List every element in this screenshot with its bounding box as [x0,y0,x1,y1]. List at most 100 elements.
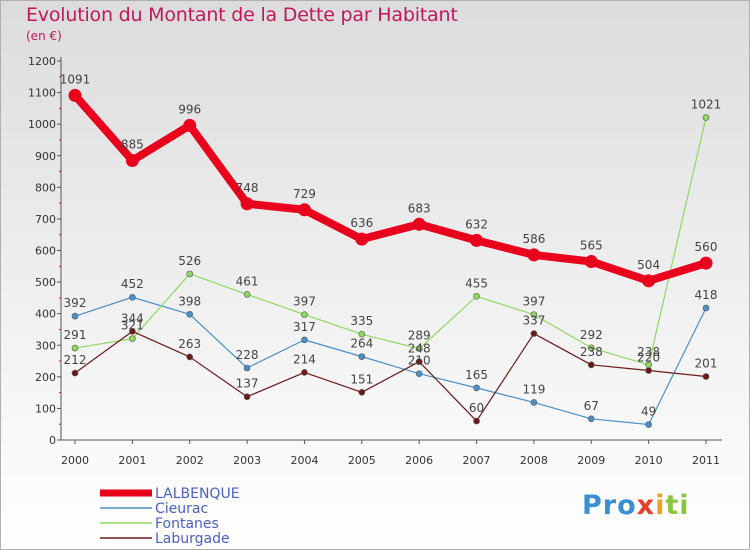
series-line-fontanes [74,116,707,366]
legend-label: Laburgade [155,531,230,547]
data-label-cieurac: 264 [350,337,373,351]
y-tick-label: 900 [35,150,56,163]
x-tick-label: 2004 [290,454,318,467]
data-point-laburgade [645,367,652,374]
data-point-cieurac [358,353,366,360]
data-label-laburgade: 151 [350,372,373,386]
data-point-laburgade [415,358,423,365]
data-point-cieurac [186,310,194,318]
data-label-lalbenque: 729 [293,187,316,201]
y-tick-label: 500 [35,276,56,289]
data-point-cieurac [301,336,308,344]
data-point-fontanes [301,311,308,318]
data-label-laburgade: 238 [580,345,603,359]
data-point-cieurac [415,370,423,377]
data-label-laburgade: 220 [637,351,660,365]
data-label-lalbenque: 565 [580,239,603,253]
data-label-fontanes: 397 [522,295,545,309]
data-point-cieurac [71,312,79,320]
x-tick-label: 2005 [348,454,376,467]
data-point-cieurac [243,364,251,372]
data-point-fontanes [186,270,194,278]
data-point-lalbenque [183,118,197,132]
data-label-fontanes: 526 [178,254,201,268]
data-point-fontanes [129,335,136,342]
data-label-fontanes: 455 [465,276,488,290]
data-label-laburgade: 201 [695,357,718,371]
x-tick-label: 2000 [61,454,89,467]
data-label-laburgade: 248 [408,342,431,356]
data-label-fontanes: 1021 [691,98,722,112]
data-point-cieurac [530,399,538,406]
data-point-laburgade [243,393,251,401]
data-label-cieurac: 228 [236,348,259,362]
data-point-laburgade [473,417,480,425]
series-line-cieurac [74,296,707,426]
data-point-fontanes [415,345,423,353]
data-point-lalbenque [355,232,369,246]
data-label-lalbenque: 683 [408,201,431,215]
data-point-lalbenque [125,153,139,167]
data-point-lalbenque [412,217,426,231]
data-label-fontanes: 292 [580,328,603,342]
y-tick-label: 600 [35,245,56,258]
x-tick-label: 2002 [176,454,204,467]
chart-unit-label: (en €) [26,29,62,43]
data-point-fontanes [473,292,480,300]
data-point-fontanes [71,344,79,352]
data-label-fontanes: 461 [236,274,259,288]
y-tick-label: 100 [35,402,56,415]
data-label-lalbenque: 632 [465,217,488,231]
x-tick-label: 2007 [463,454,491,467]
legend-label: Cieurac [155,501,208,517]
data-label-lalbenque: 560 [695,240,718,254]
legend-label: LALBENQUE [155,486,240,502]
data-label-lalbenque: 504 [637,258,660,272]
series-line-lalbenque [71,91,710,285]
data-point-cieurac [129,293,136,301]
data-point-fontanes [358,330,366,338]
data-label-lalbenque: 1091 [60,72,91,86]
x-tick-label: 2003 [233,454,261,467]
data-label-fontanes: 289 [408,329,431,343]
x-tick-label: 2010 [635,454,663,467]
data-point-laburgade [301,369,308,376]
data-point-cieurac [587,415,595,423]
x-tick-label: 2001 [118,454,146,467]
chart-title: Evolution du Montant de la Dette par Hab… [26,4,458,26]
y-tick-label: 200 [35,371,56,384]
data-label-laburgade: 214 [293,352,316,366]
data-label-cieurac: 392 [64,296,87,310]
x-tick-label: 2006 [405,454,433,467]
y-tick-label: 400 [35,308,56,321]
data-point-cieurac [645,421,652,428]
data-label-laburgade: 212 [64,353,87,367]
y-tick-label: 1200 [28,55,56,68]
data-label-lalbenque: 996 [178,102,201,116]
data-point-fontanes [243,291,251,298]
proxiti-logo: Proxiti [582,490,690,521]
data-label-cieurac: 398 [178,294,201,308]
data-label-cieurac: 67 [584,399,599,413]
data-label-fontanes: 335 [350,314,373,328]
y-tick-label: 1100 [28,87,56,100]
data-label-cieurac: 119 [522,382,545,396]
series-line-laburgade [74,330,707,422]
data-label-cieurac: 452 [121,277,144,291]
data-label-cieurac: 49 [641,405,656,419]
data-label-cieurac: 418 [695,288,718,302]
data-label-laburgade: 60 [469,401,484,415]
data-point-fontanes [702,114,710,121]
data-point-laburgade [530,330,538,337]
data-label-laburgade: 263 [178,337,201,351]
data-point-laburgade [129,328,136,335]
data-label-fontanes: 291 [64,328,87,342]
y-tick-label: 300 [35,339,56,352]
data-label-lalbenque: 885 [121,137,144,151]
data-label-fontanes: 238 [637,345,660,359]
y-tick-label: 1000 [28,118,56,131]
data-point-laburgade [71,369,79,377]
data-label-fontanes: 321 [121,319,144,333]
data-label-cieurac: 210 [408,354,431,368]
